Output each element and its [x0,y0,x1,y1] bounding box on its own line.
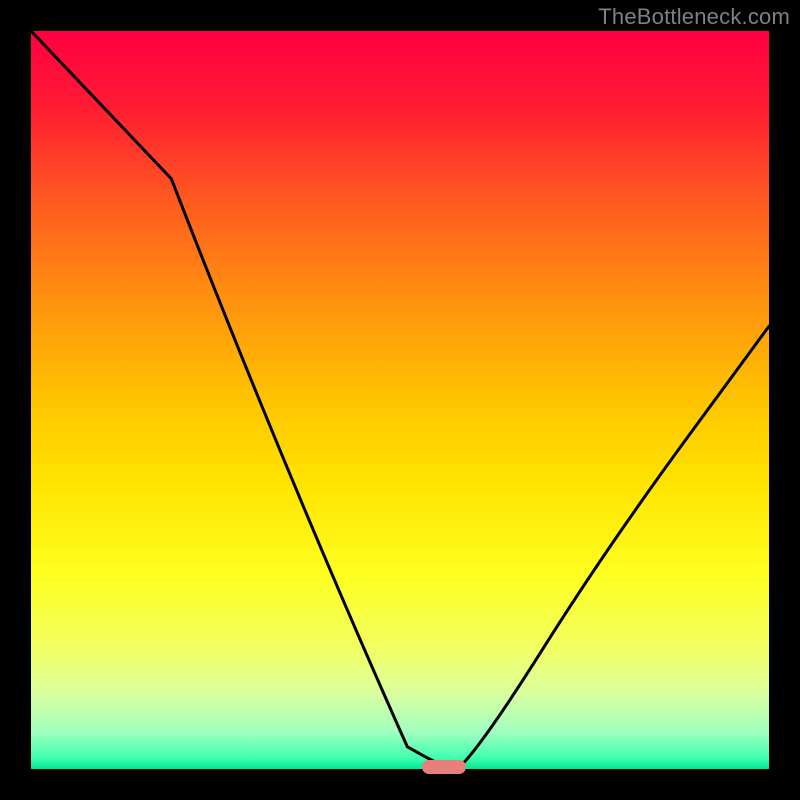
curve-svg [31,31,769,769]
chart-container: TheBottleneck.com [0,0,800,800]
watermark-text: TheBottleneck.com [598,4,790,30]
minimum-marker [422,760,466,774]
plot-area [31,31,769,769]
gradient-background [31,31,769,769]
